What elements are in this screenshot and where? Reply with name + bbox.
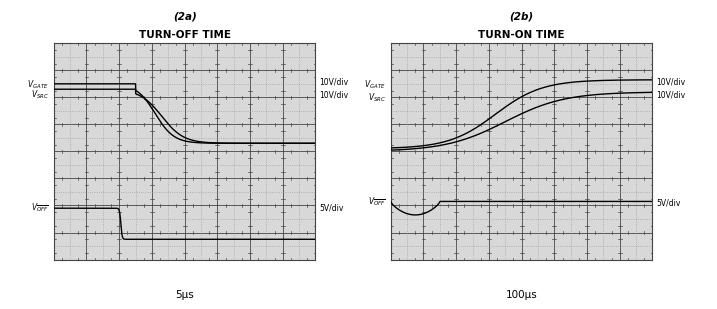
Text: (2a): (2a) — [173, 12, 196, 22]
Text: (2b): (2b) — [510, 12, 533, 22]
Text: 100μs: 100μs — [505, 290, 538, 300]
Text: 5μs: 5μs — [175, 290, 194, 300]
Text: 10V/div: 10V/div — [656, 90, 685, 99]
Text: $V_{GATE}$: $V_{GATE}$ — [27, 79, 49, 91]
Text: $V_{SRC}$: $V_{SRC}$ — [31, 88, 49, 101]
Text: TURN-ON TIME: TURN-ON TIME — [478, 30, 565, 40]
Text: $V_{\overline{OFF}}$: $V_{\overline{OFF}}$ — [32, 202, 49, 214]
Text: 5V/div: 5V/div — [656, 198, 680, 207]
Text: 5V/div: 5V/div — [319, 204, 343, 213]
Text: 10V/div: 10V/div — [319, 90, 348, 99]
Text: 10V/div: 10V/div — [319, 78, 348, 87]
Text: 10V/div: 10V/div — [656, 78, 685, 87]
Text: TURN-OFF TIME: TURN-OFF TIME — [138, 30, 231, 40]
Text: $V_{GATE}$: $V_{GATE}$ — [364, 79, 386, 91]
Text: $V_{\overline{OFF}}$: $V_{\overline{OFF}}$ — [369, 195, 386, 208]
Text: $V_{SRC}$: $V_{SRC}$ — [368, 91, 386, 104]
